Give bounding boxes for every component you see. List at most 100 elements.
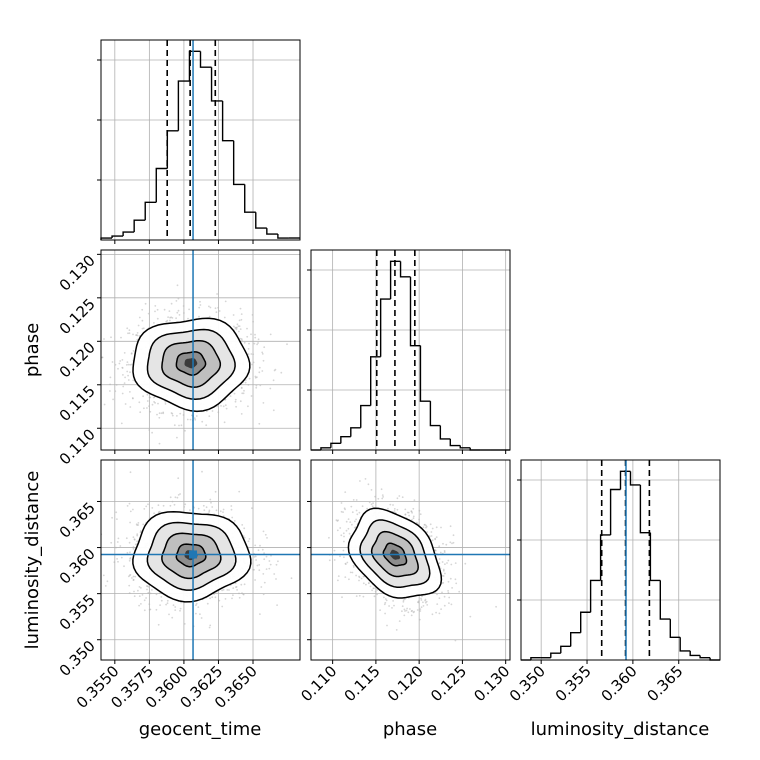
sample-point [104,585,107,587]
sample-point [129,371,131,374]
sample-point [248,377,251,380]
sample-point [225,407,228,410]
sample-point [260,586,263,588]
sample-point [265,555,268,558]
sample-point [358,579,360,582]
sample-point [130,352,133,354]
sample-point [412,611,415,614]
sample-point [259,613,261,615]
sample-point [203,509,206,512]
sample-point [268,567,271,570]
y-tick-label: 0.355 [56,591,99,634]
sample-point [367,483,370,486]
sample-point [454,562,457,564]
sample-point [405,609,408,612]
sample-point [178,314,181,316]
sample-point [146,400,149,402]
sample-point [147,503,149,506]
sample-point [208,509,211,512]
sample-point [380,488,383,491]
sample-point [381,497,384,500]
sample-point [132,546,135,548]
sample-point [369,585,372,588]
sample-point [222,405,225,408]
sample-point [412,507,415,510]
sample-point [169,504,172,507]
sample-point [171,500,174,503]
sample-point [361,505,364,508]
histogram-bin [609,488,621,535]
sample-point [109,390,111,392]
sample-point [176,415,178,417]
sample-point [441,575,444,577]
sample-point [122,374,124,376]
sample-point [254,579,256,581]
panel-frame [310,249,511,451]
sample-point [258,569,261,572]
sample-point [434,537,437,540]
sample-point [158,412,161,415]
sample-point [238,319,241,322]
sample-point [120,422,123,425]
sample-point [422,605,425,607]
sample-point [240,387,243,389]
sample-point [114,390,117,393]
sample-point [173,424,176,427]
sample-point [348,532,351,535]
sample-point [351,511,354,514]
histogram-bin [560,645,571,654]
sample-point [223,421,226,424]
sample-point [410,510,413,513]
sample-point [270,554,272,557]
sample-point [147,586,150,588]
sample-point [132,508,134,511]
histogram-bin [155,167,168,203]
joint-panel-geocent_time-vs-luminosity_distance: 0.35500.35750.36000.36250.36500.3500.355… [56,459,301,712]
y-tick-label: 0.365 [56,499,99,542]
sample-point [444,563,446,566]
sample-point [272,379,275,382]
sample-point [239,307,242,310]
sample-point [132,578,135,581]
sample-point [244,379,247,381]
sample-point [238,596,241,599]
sample-point [269,387,272,390]
sample-point [160,599,163,602]
sample-point [407,611,410,614]
sample-point [112,398,114,401]
sample-point [148,608,151,611]
sample-point [256,564,259,567]
sample-point [450,603,453,606]
sample-point [177,477,180,480]
sample-point [143,599,146,602]
density-core [184,358,198,369]
sample-point [137,524,140,526]
sample-point [199,613,201,616]
sample-point [384,601,387,604]
sample-point [157,504,160,507]
sample-point [362,582,365,585]
sample-point [339,527,342,529]
sample-point [234,400,237,403]
sample-point [421,595,423,598]
sample-point [232,314,235,316]
sample-point [408,514,410,517]
sample-point [209,498,212,501]
sample-point [139,411,142,414]
sample-point [389,503,392,506]
sample-point [344,563,347,565]
sample-point [337,519,339,522]
sample-point [438,562,441,565]
sample-point [393,508,396,510]
sample-point [129,521,132,524]
sample-point [261,370,264,372]
sample-point [133,595,136,598]
sample-point [171,414,174,417]
sample-point [258,366,261,369]
histogram-bin [550,652,561,658]
y-tick-label: 0.350 [56,637,99,680]
sample-point [401,496,404,499]
sample-point [243,527,246,530]
sample-point [146,585,148,587]
sample-point [243,583,246,586]
